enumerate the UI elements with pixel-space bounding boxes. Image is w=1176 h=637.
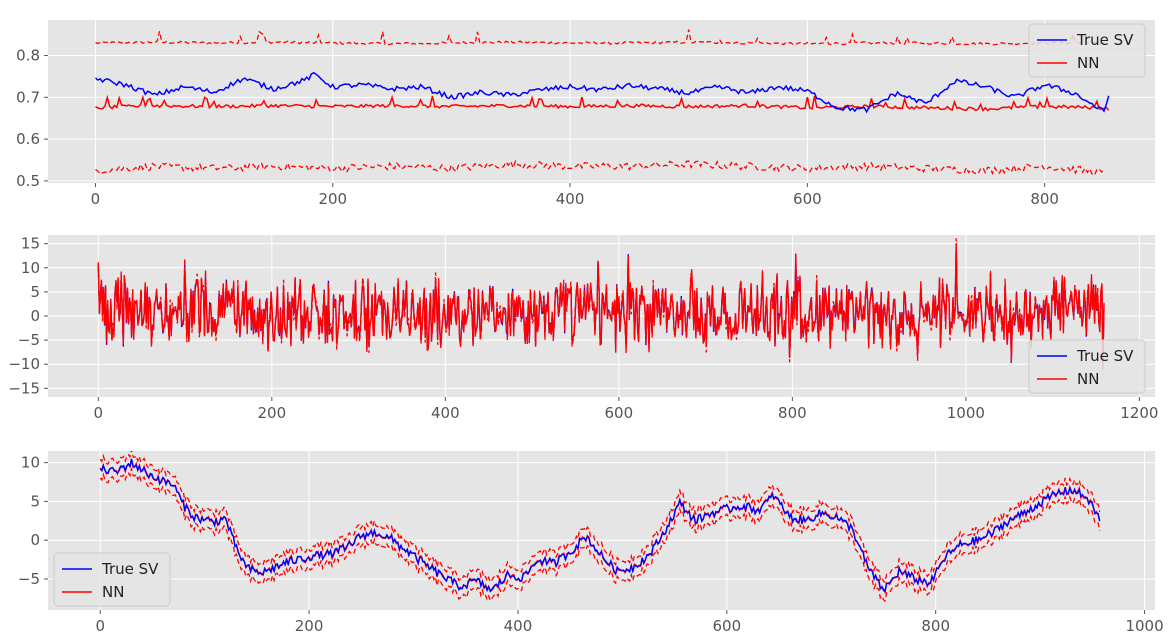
x-tick-label: 200 — [318, 190, 347, 208]
legend-true-sv-label: True SV — [1076, 347, 1134, 365]
x-tick-label: 1000 — [947, 404, 985, 422]
x-tick-label: 200 — [295, 617, 324, 635]
nn-lower-band-line — [99, 468, 1101, 603]
legend-nn-label: NN — [1077, 370, 1099, 388]
x-tick-label: 1200 — [1120, 404, 1158, 422]
legend: True SV NN — [1028, 23, 1146, 78]
nn-lower-band-line — [95, 159, 1105, 176]
y-tick-label: 0.6 — [16, 130, 40, 148]
y-tick-label: 0.5 — [16, 172, 40, 190]
legend-true-sv-label: True SV — [1076, 31, 1134, 49]
y-tick-label: 10 — [21, 454, 40, 472]
true-sv-line — [99, 458, 1101, 593]
legend: True SV NN — [1028, 339, 1146, 394]
nn-upper-band-line — [95, 29, 1105, 46]
legend-nn-label: NN — [102, 583, 124, 601]
series-group — [94, 29, 1110, 176]
x-tick-label: 200 — [258, 404, 287, 422]
x-tick-label: 400 — [504, 617, 533, 635]
true-sv-line — [94, 71, 1110, 114]
x-tick-label: 600 — [793, 190, 822, 208]
panel-2: 0 200 400 600 800 1000 1200 −15 −10 −5 0 5 10 15 True … — [8, 235, 1158, 422]
x-tick-label: 0 — [95, 617, 105, 635]
y-tick-label: 5 — [30, 283, 40, 301]
x-tick-label: 0 — [91, 190, 101, 208]
nn-line — [95, 94, 1110, 112]
y-tick-label: −10 — [8, 355, 40, 373]
x-tick-label: 1000 — [1125, 617, 1163, 635]
panel-3: 0 200 400 600 800 1000 −5 0 5 10 True SV NN — [18, 451, 1164, 635]
x-tick-label: 600 — [713, 617, 742, 635]
y-tick-label: −5 — [18, 570, 40, 588]
plot-background — [48, 20, 1155, 183]
y-tick-label: 10 — [21, 259, 40, 277]
series-group — [97, 238, 1105, 370]
nn-upper-band-line — [99, 451, 1101, 584]
legend-true-sv-label: True SV — [101, 560, 159, 578]
series-group — [99, 451, 1101, 603]
y-tick-label: 5 — [30, 492, 40, 510]
y-tick-label: −15 — [8, 379, 40, 397]
x-tick-label: 400 — [431, 404, 460, 422]
nn-line — [97, 245, 1105, 364]
legend-nn-label: NN — [1077, 54, 1099, 72]
legend: True SV NN — [53, 552, 171, 607]
x-tick-label: 0 — [94, 404, 104, 422]
x-tick-label: 800 — [778, 404, 807, 422]
plot-background — [48, 451, 1155, 610]
x-tick-label: 800 — [1030, 190, 1059, 208]
panel-1: 0 200 400 600 800 0.5 0.6 0.7 0.8 True SV NN — [16, 20, 1155, 208]
y-tick-label: 0.7 — [16, 88, 40, 106]
x-tick-label: 800 — [921, 617, 950, 635]
x-tick-label: 400 — [556, 190, 585, 208]
y-tick-label: −5 — [18, 331, 40, 349]
y-tick-label: 0 — [30, 307, 40, 325]
x-tick-label: 600 — [605, 404, 634, 422]
y-tick-label: 0.8 — [16, 47, 40, 65]
y-tick-label: 0 — [30, 531, 40, 549]
y-tick-label: 15 — [21, 235, 40, 253]
